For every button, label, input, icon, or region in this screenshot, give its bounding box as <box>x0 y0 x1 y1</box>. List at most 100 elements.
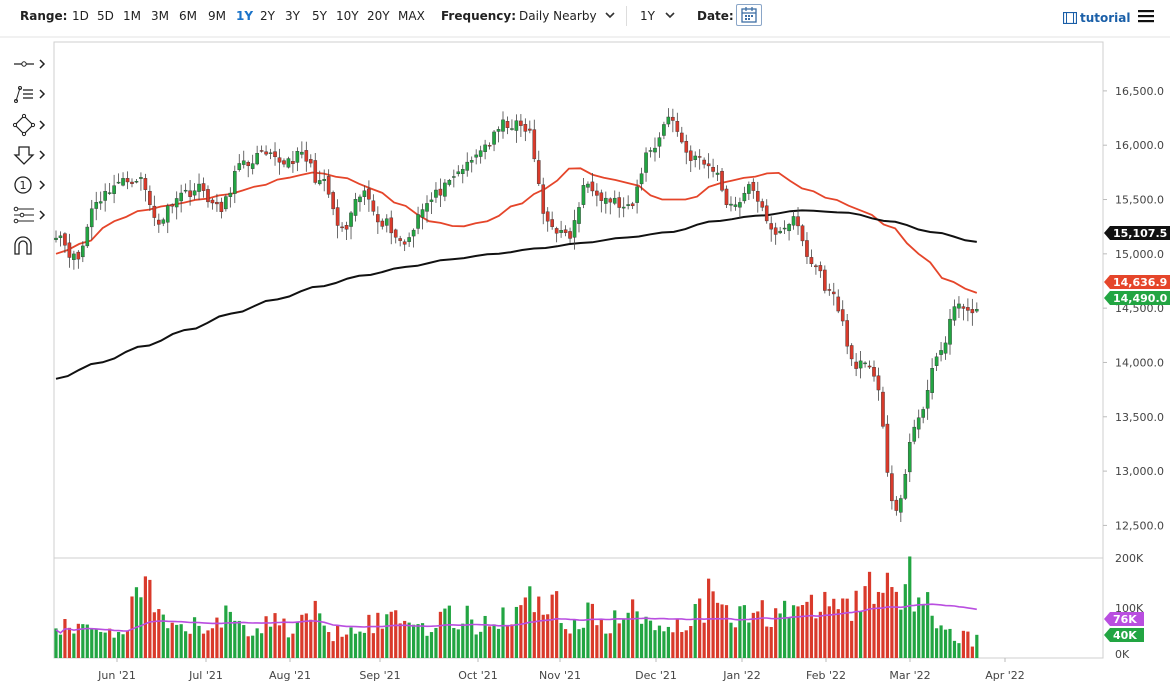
frequency-select[interactable]: Daily Nearby <box>519 9 597 23</box>
film-icon[interactable] <box>1063 12 1077 24</box>
volume-bar <box>224 605 228 658</box>
candle-body <box>344 225 349 230</box>
candle-body <box>125 178 130 183</box>
candle-body <box>380 220 385 227</box>
candle-body <box>523 124 528 132</box>
volume-bar <box>331 641 335 658</box>
range-option-2y[interactable]: 2Y <box>260 9 275 23</box>
candle-body <box>107 192 112 194</box>
candle-body <box>116 181 121 184</box>
candle-body <box>876 375 881 391</box>
range-option-6m[interactable]: 6M <box>179 9 197 23</box>
range-option-9m[interactable]: 9M <box>208 9 226 23</box>
svg-text:1: 1 <box>20 179 27 192</box>
volume-bar <box>192 617 197 658</box>
candle-body <box>389 217 394 234</box>
candle-body <box>899 498 903 513</box>
volume-bar <box>613 610 617 658</box>
volume-bar <box>233 620 237 658</box>
candle-body <box>639 173 644 185</box>
volume-bar <box>631 599 635 658</box>
volume-bar <box>863 586 867 658</box>
tutorial-link[interactable]: tutorial <box>1080 11 1131 25</box>
volume-bar <box>818 611 822 658</box>
volume-bar <box>166 628 170 658</box>
range-option-max[interactable]: MAX <box>398 9 425 23</box>
range-option-1y[interactable]: 1Y <box>236 9 254 23</box>
fibonacci-tool[interactable] <box>8 203 50 227</box>
hamburger-menu-icon[interactable] <box>1138 9 1154 23</box>
candle-body <box>823 269 827 291</box>
chevron-down-icon[interactable] <box>665 10 675 20</box>
volume-bar <box>76 623 80 658</box>
candle-body <box>796 216 800 227</box>
y-tick-label: 16,000.0 <box>1115 139 1164 152</box>
trend-lines-tool[interactable] <box>8 82 50 106</box>
candle-body <box>246 162 251 167</box>
volume-bar <box>644 616 648 658</box>
range-option-20y[interactable]: 20Y <box>367 9 390 23</box>
candle-body <box>738 202 742 208</box>
x-tick-label: Aug '21 <box>269 669 311 682</box>
volume-bar <box>380 628 384 658</box>
volume-bar <box>438 611 443 658</box>
volume-bar <box>487 626 492 658</box>
candle-body <box>653 147 657 153</box>
period-select[interactable]: 1Y <box>640 9 655 23</box>
candle-body <box>586 183 590 188</box>
range-option-1m[interactable]: 1M <box>123 9 141 23</box>
range-option-1d[interactable]: 1D <box>72 9 89 23</box>
candle-body <box>952 306 957 321</box>
range-option-5d[interactable]: 5D <box>97 9 114 23</box>
range-option-3m[interactable]: 3M <box>151 9 169 23</box>
candle-body <box>286 158 291 168</box>
crosshair-tool[interactable] <box>8 52 50 76</box>
volume-bar <box>130 596 134 658</box>
candle-body <box>376 214 380 223</box>
shapes-tool[interactable] <box>8 113 50 137</box>
candle-body <box>912 426 917 442</box>
candle-body <box>174 198 179 208</box>
chevron-down-icon[interactable] <box>605 10 615 20</box>
candle-body <box>595 190 599 196</box>
volume-bar <box>555 591 559 658</box>
x-tick-label: Jan '22 <box>722 669 760 682</box>
volume-bar <box>103 632 107 658</box>
candle-body <box>322 178 327 181</box>
arrow-tool[interactable] <box>8 143 50 167</box>
candle-body <box>215 201 219 205</box>
candle-body <box>492 131 496 145</box>
candle-body <box>818 265 823 272</box>
volume-bar <box>108 628 112 658</box>
candle-body <box>469 160 474 163</box>
candle-body <box>277 157 282 163</box>
x-tick-label: Oct '21 <box>458 669 498 682</box>
volume-bar <box>966 631 970 658</box>
candle-body <box>224 196 228 210</box>
candle-body <box>787 224 791 232</box>
candle-body <box>232 171 237 194</box>
candle-body <box>295 151 300 163</box>
candle-body <box>943 342 948 354</box>
magnet-tool[interactable] <box>8 233 50 257</box>
candle-body <box>398 238 402 241</box>
volume-bar <box>510 624 514 658</box>
volume-bar <box>680 632 684 658</box>
range-option-3y[interactable]: 3Y <box>285 9 300 23</box>
volume-bar <box>778 613 782 658</box>
candle-body <box>903 474 908 499</box>
counter-tool[interactable]: 1 <box>8 173 50 197</box>
volume-bar <box>362 632 367 658</box>
volume-bar <box>63 619 67 658</box>
price-tag <box>1104 612 1144 626</box>
candle-body <box>416 214 420 229</box>
date-picker-button[interactable] <box>736 4 762 26</box>
range-option-5y[interactable]: 5Y <box>312 9 327 23</box>
candle-body <box>715 172 720 175</box>
volume-bar <box>336 625 340 658</box>
candle-body <box>143 178 148 190</box>
volume-bar <box>657 625 662 658</box>
candle-body <box>367 188 371 200</box>
range-option-10y[interactable]: 10Y <box>336 9 359 23</box>
